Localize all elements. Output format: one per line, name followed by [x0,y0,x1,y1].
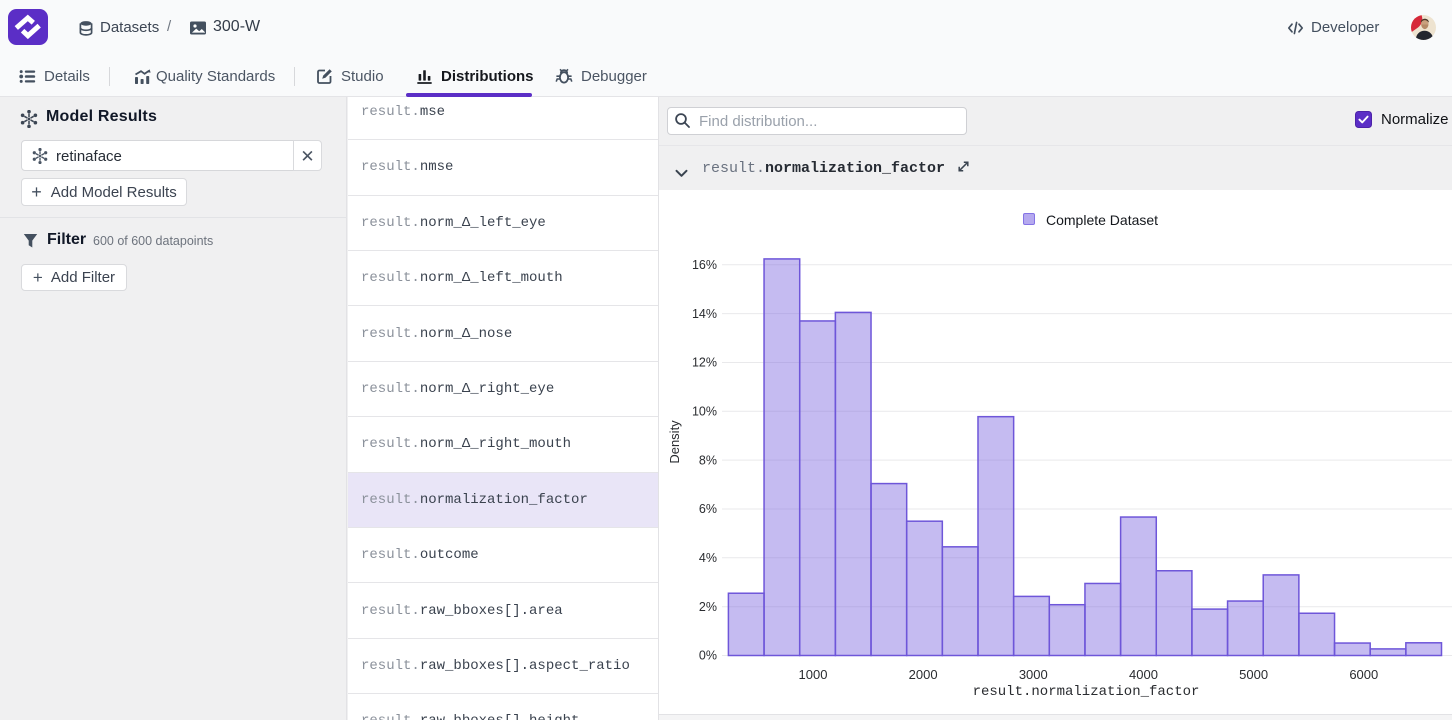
svg-text:8%: 8% [699,453,717,467]
svg-text:12%: 12% [692,356,717,370]
svg-text:5000: 5000 [1239,667,1268,682]
svg-text:14%: 14% [692,307,717,321]
svg-text:16%: 16% [692,258,717,272]
svg-text:4%: 4% [699,551,717,565]
svg-text:0%: 0% [699,649,717,663]
svg-text:6%: 6% [699,502,717,516]
svg-text:10%: 10% [692,405,717,419]
svg-text:2%: 2% [699,600,717,614]
svg-text:Density: Density [667,420,682,464]
svg-text:4000: 4000 [1129,667,1158,682]
svg-text:2000: 2000 [909,667,938,682]
svg-text:1000: 1000 [799,667,828,682]
svg-text:6000: 6000 [1349,667,1378,682]
svg-text:result.normalization_factor: result.normalization_factor [973,684,1200,700]
svg-text:3000: 3000 [1019,667,1048,682]
